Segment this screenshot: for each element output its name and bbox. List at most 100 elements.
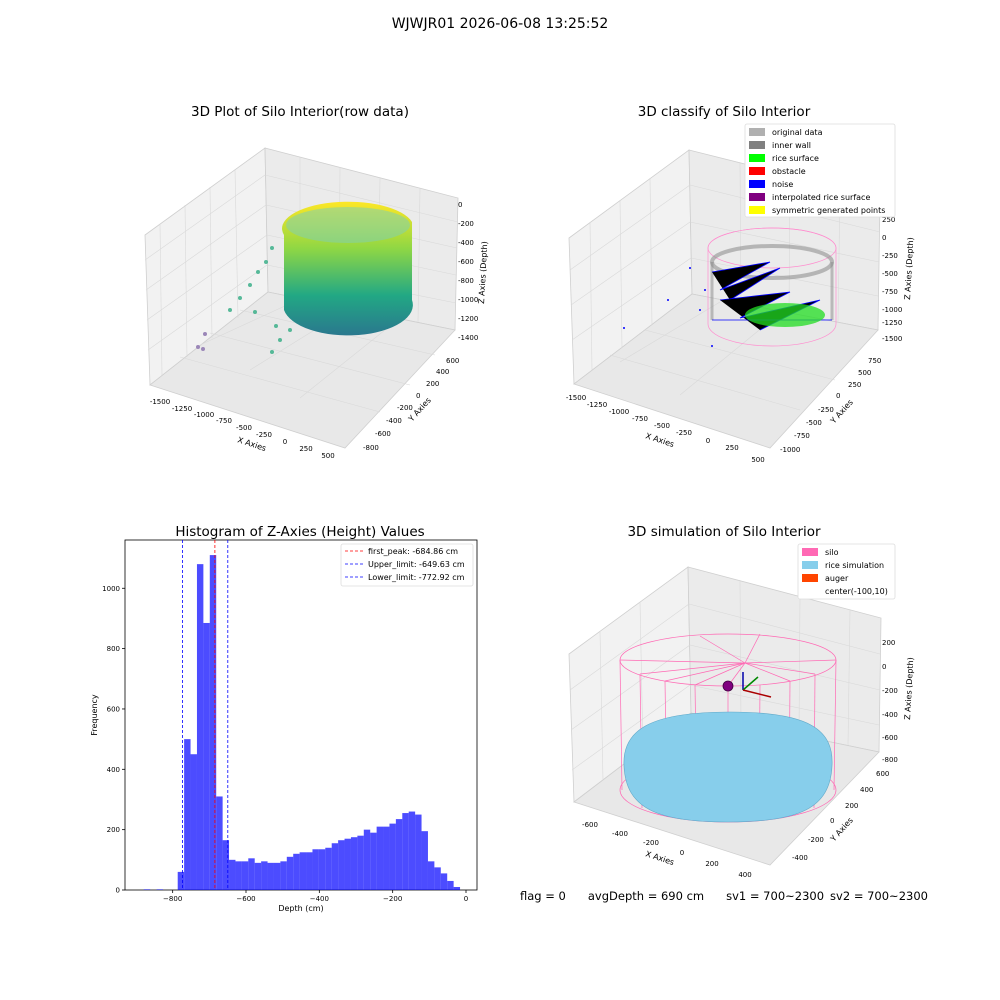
sv1-text: sv1 = 700~2300 [726, 889, 825, 903]
simulation-x-axis-label: X Axies [644, 849, 675, 867]
histogram-bar [453, 886, 461, 890]
x-tick-label: -500 [654, 422, 670, 430]
y-tick-label: -500 [806, 419, 822, 427]
x-tick-label: −200 [383, 895, 402, 903]
y-tick-label: 0 [116, 887, 120, 895]
y-tick-label: -400 [792, 854, 808, 862]
z-tick-label: -1250 [882, 319, 902, 327]
classify-yticks: 750 500 250 0 -250 -500 -750 -1000 [780, 357, 881, 454]
x-tick-label: -1250 [587, 401, 607, 409]
y-tick-label: -200 [397, 404, 413, 412]
classify-panel-title: 3D classify of Silo Interior [638, 104, 811, 120]
legend-label: auger [825, 574, 849, 583]
legend-swatch [749, 167, 765, 175]
histogram-bar [447, 880, 454, 890]
histogram-bar [196, 564, 204, 890]
histogram-bar [421, 831, 428, 890]
legend-label: Lower_limit: -772.92 cm [368, 573, 465, 582]
silo-wireframe [619, 633, 837, 823]
histogram-bar [306, 852, 313, 890]
histogram-bar [427, 861, 435, 890]
legend-label: Upper_limit: -649.63 cm [368, 560, 465, 569]
simulation-zticks: 200 0 -200 -400 -600 -800 [882, 639, 898, 764]
histogram-x-ticks: −800 −600 −400 −200 0 [163, 890, 468, 903]
histogram-bar [331, 843, 339, 890]
x-tick-label: -750 [216, 417, 232, 425]
z-tick-label: -600 [458, 258, 474, 266]
z-tick-label: -1000 [882, 306, 902, 314]
x-tick-label: −800 [163, 895, 182, 903]
legend-label: inner wall [772, 141, 811, 150]
z-tick-label: -1200 [458, 315, 478, 323]
histogram-y-ticks: 0 200 400 600 800 1000 [102, 585, 125, 895]
histogram-bar [143, 889, 151, 890]
legend-swatch [802, 548, 818, 556]
y-tick-label: 750 [868, 357, 881, 365]
histogram-bar [156, 889, 164, 890]
flag-text: flag = 0 [520, 889, 566, 903]
histogram-bar [184, 739, 191, 890]
y-tick-label: -200 [808, 836, 824, 844]
histogram-bars [143, 555, 461, 890]
classify-z-axis-label: Z Axies (Depth) [903, 237, 915, 300]
legend-label: obstacle [772, 167, 806, 176]
legend-label: first_peak: -684.86 cm [368, 547, 458, 556]
raw-point-cloud [196, 201, 413, 354]
z-tick-label: 200 [882, 639, 895, 647]
y-tick-label: -800 [363, 444, 379, 452]
z-tick-label: -400 [882, 711, 898, 719]
legend-label: silo [825, 548, 839, 557]
z-tick-label: -750 [882, 288, 898, 296]
y-tick-label: -1000 [780, 446, 800, 454]
classify-x-axis-label: X Axies [644, 431, 675, 449]
x-tick-label: 500 [751, 456, 764, 464]
histogram-bar [434, 867, 441, 890]
z-tick-label: 0 [882, 234, 886, 242]
raw-axes-box [144, 147, 459, 449]
legend-swatch [749, 193, 765, 201]
histogram-reference-lines [182, 540, 229, 890]
legend-label: original data [772, 128, 823, 137]
z-tick-label: -800 [882, 756, 898, 764]
histogram-legend: first_peak: -684.86 cm Upper_limit: -649.… [340, 543, 474, 587]
z-tick-label: -250 [882, 252, 898, 260]
raw-y-axis-label: Y Axies [406, 396, 433, 424]
legend-swatch [749, 154, 765, 162]
histogram-bar [293, 853, 300, 890]
histogram-bar [280, 861, 287, 890]
y-tick-label: 400 [436, 368, 449, 376]
y-tick-label: 400 [107, 766, 120, 774]
legend-swatch [749, 206, 765, 214]
raw-zticks: 0 -200 -400 -600 -800 -1000 -1200 -1400 [458, 201, 478, 342]
z-tick-label: -500 [882, 270, 898, 278]
y-tick-label: 600 [876, 770, 889, 778]
histogram-bar [235, 861, 242, 890]
histogram-bar [229, 859, 236, 890]
histogram-bar [344, 838, 351, 890]
y-tick-label: 400 [860, 786, 873, 794]
histogram-bar [415, 814, 422, 890]
histogram-plot-area [124, 539, 478, 891]
y-tick-label: 0 [836, 392, 840, 400]
z-tick-label: 250 [882, 216, 895, 224]
histogram-bar [177, 871, 185, 890]
z-tick-label: 0 [882, 663, 886, 671]
raw-z-axis-label: Z Axies (Depth) [477, 241, 489, 304]
y-tick-label: -250 [818, 406, 834, 414]
histogram-bar [222, 840, 230, 890]
histogram-bar [389, 823, 396, 890]
x-tick-label: -1500 [566, 394, 586, 402]
z-tick-label: -1400 [458, 334, 478, 342]
z-tick-label: -200 [882, 687, 898, 695]
classify-legend: original data inner wall rice surface ob… [744, 123, 896, 218]
y-tick-label: 600 [107, 705, 120, 713]
y-tick-label: -750 [794, 432, 810, 440]
legend-label: symmetric generated points [772, 206, 885, 215]
histogram-bar [267, 862, 274, 890]
x-tick-label: 0 [464, 895, 468, 903]
histogram-bar [273, 862, 281, 890]
figure-title: WJWJR01 2026-06-08 13:25:52 [391, 16, 609, 32]
histogram-bar [402, 813, 409, 890]
histogram-bar [338, 840, 345, 890]
